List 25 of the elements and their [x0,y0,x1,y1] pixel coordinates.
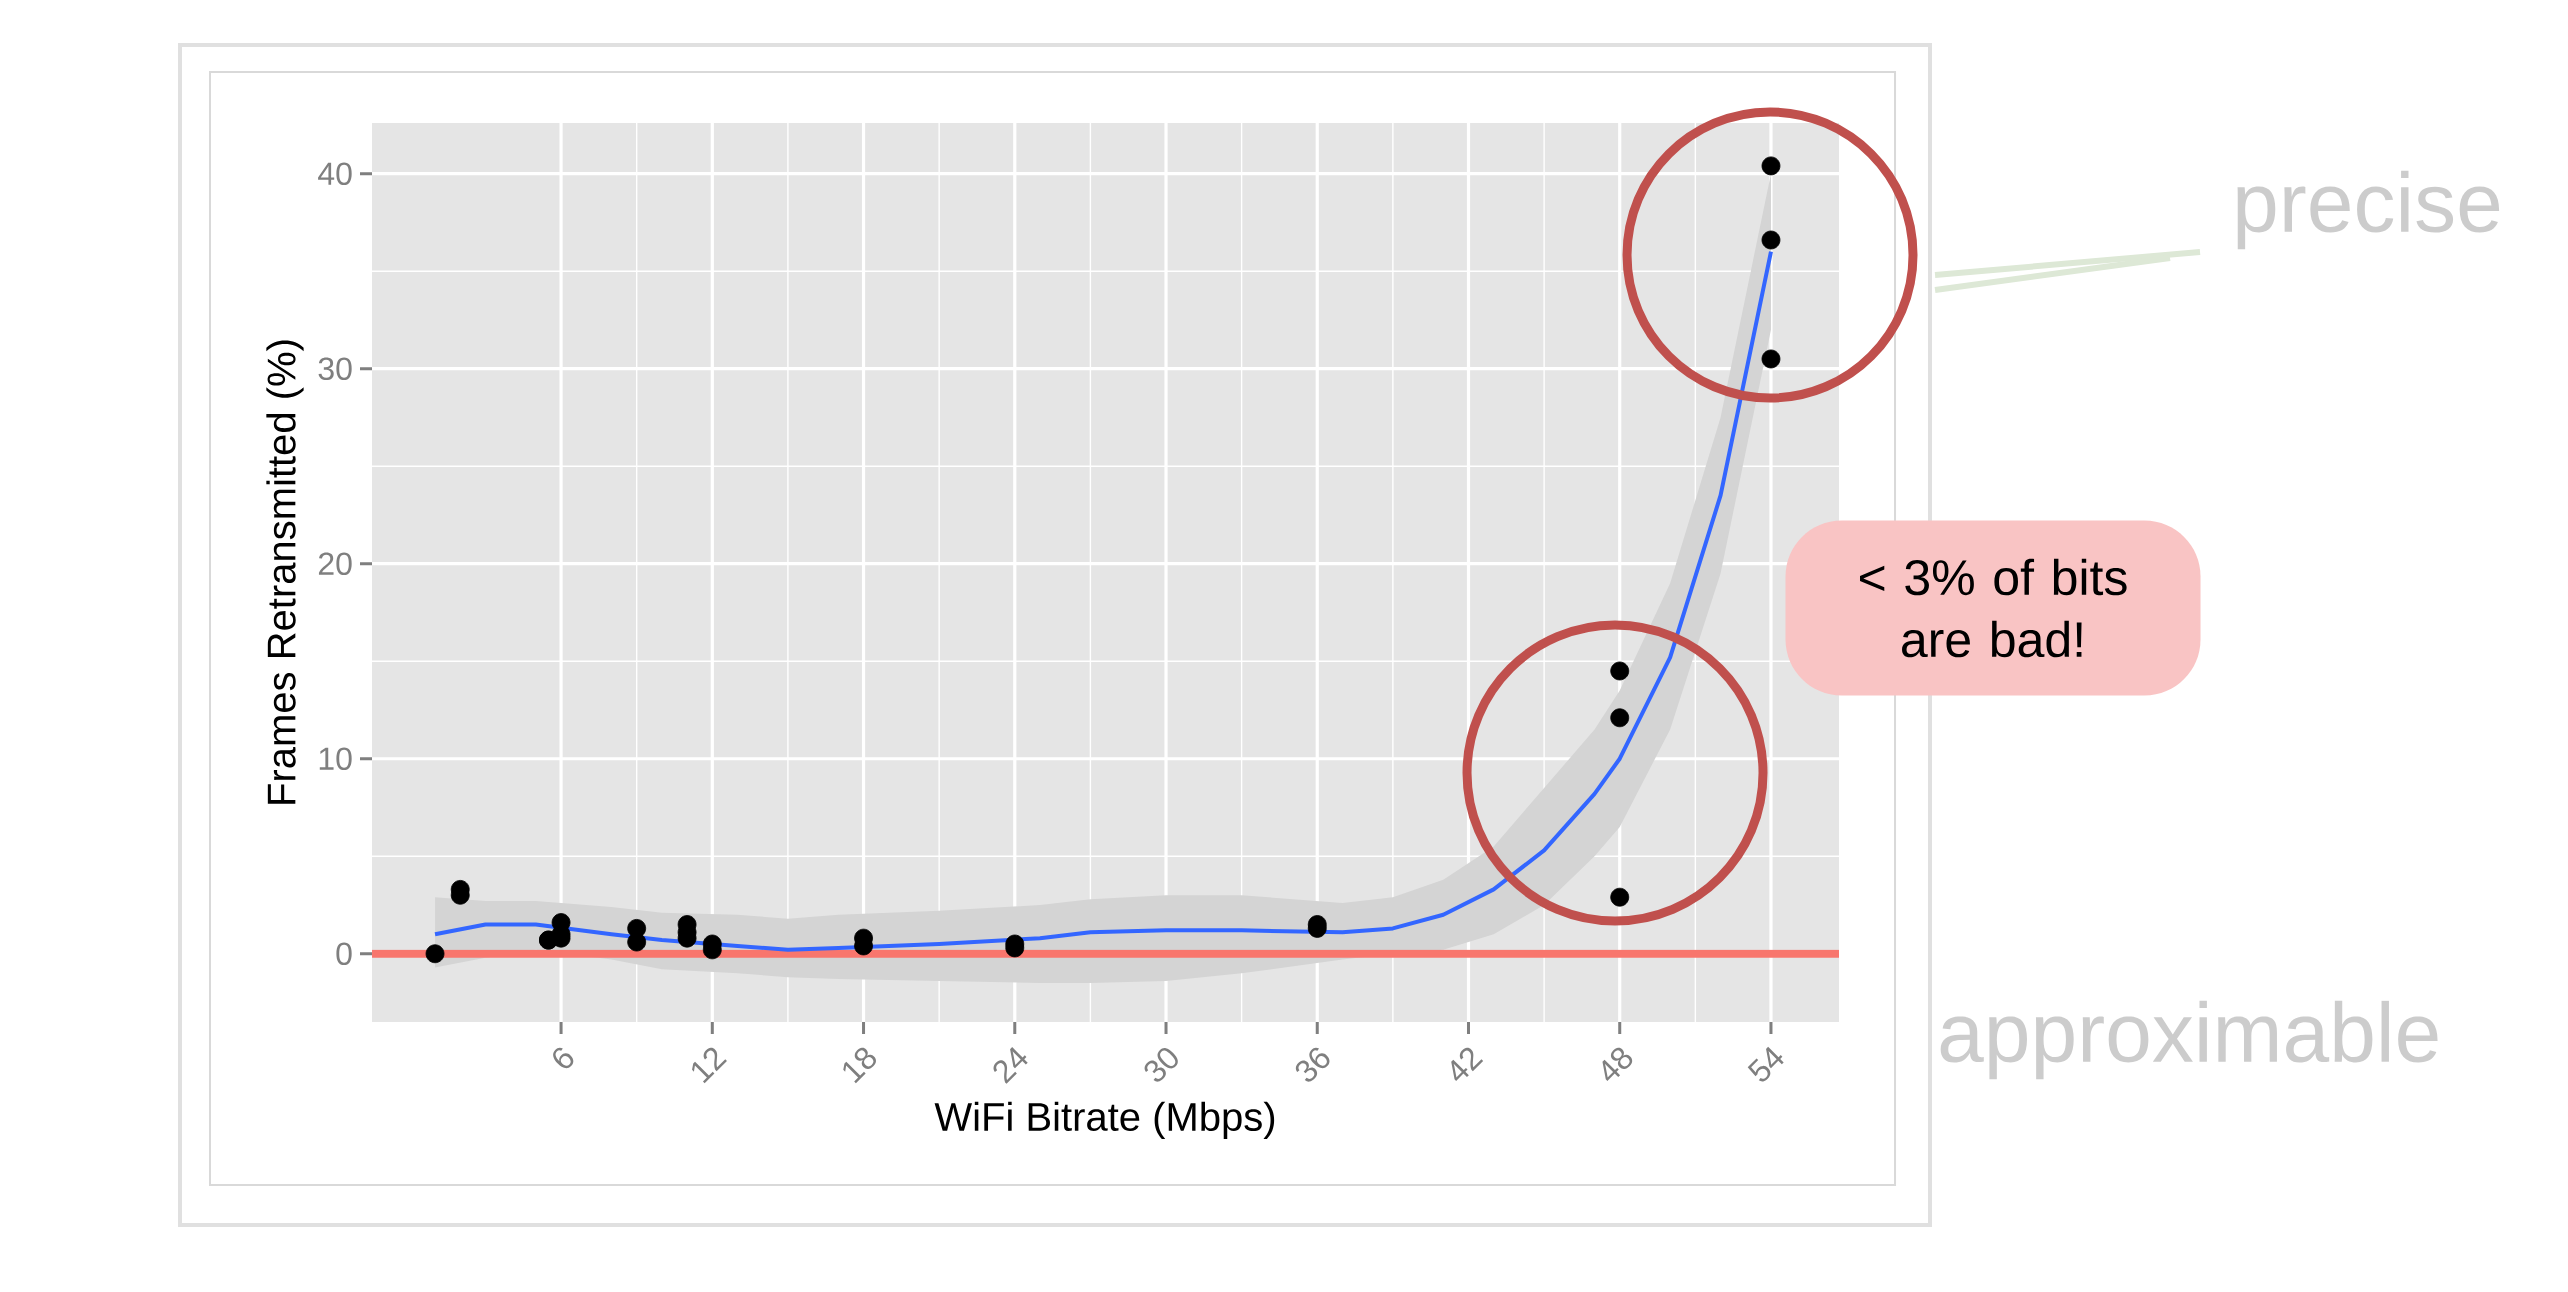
x-tick-label: 24 [993,1047,1028,1084]
point [1610,661,1630,681]
point [1761,230,1781,250]
point [425,944,445,964]
x-tick-label: 30 [1144,1048,1178,1082]
x-tick-label: 36 [1295,1047,1330,1082]
point [1761,156,1781,176]
x-tick-label: 18 [843,1047,876,1084]
point [1761,349,1781,369]
x-tick-label: 42 [1451,1047,1484,1081]
y-axis-title: Frames Retransmitted (%) [266,340,304,804]
text: < 3% of bits are bad! [1860,558,2127,658]
y-tick-label: 40 [318,162,352,186]
point [1610,708,1630,728]
y-tick-label: 10 [319,747,352,771]
point [1610,887,1630,907]
y-tick-label: 20 [318,552,352,576]
x-tick-label: 48 [1602,1047,1633,1081]
point [627,932,647,952]
y-tick-label: 30 [318,357,352,381]
x-tick-label: 12 [692,1047,727,1084]
y-tick-label: 0 [336,942,352,966]
x-tick-label: 54 [1747,1046,1784,1082]
x-axis-title: WiFi Bitrate (Mbps) [934,1101,1275,1139]
x-tick-label: 6 [553,1047,574,1069]
